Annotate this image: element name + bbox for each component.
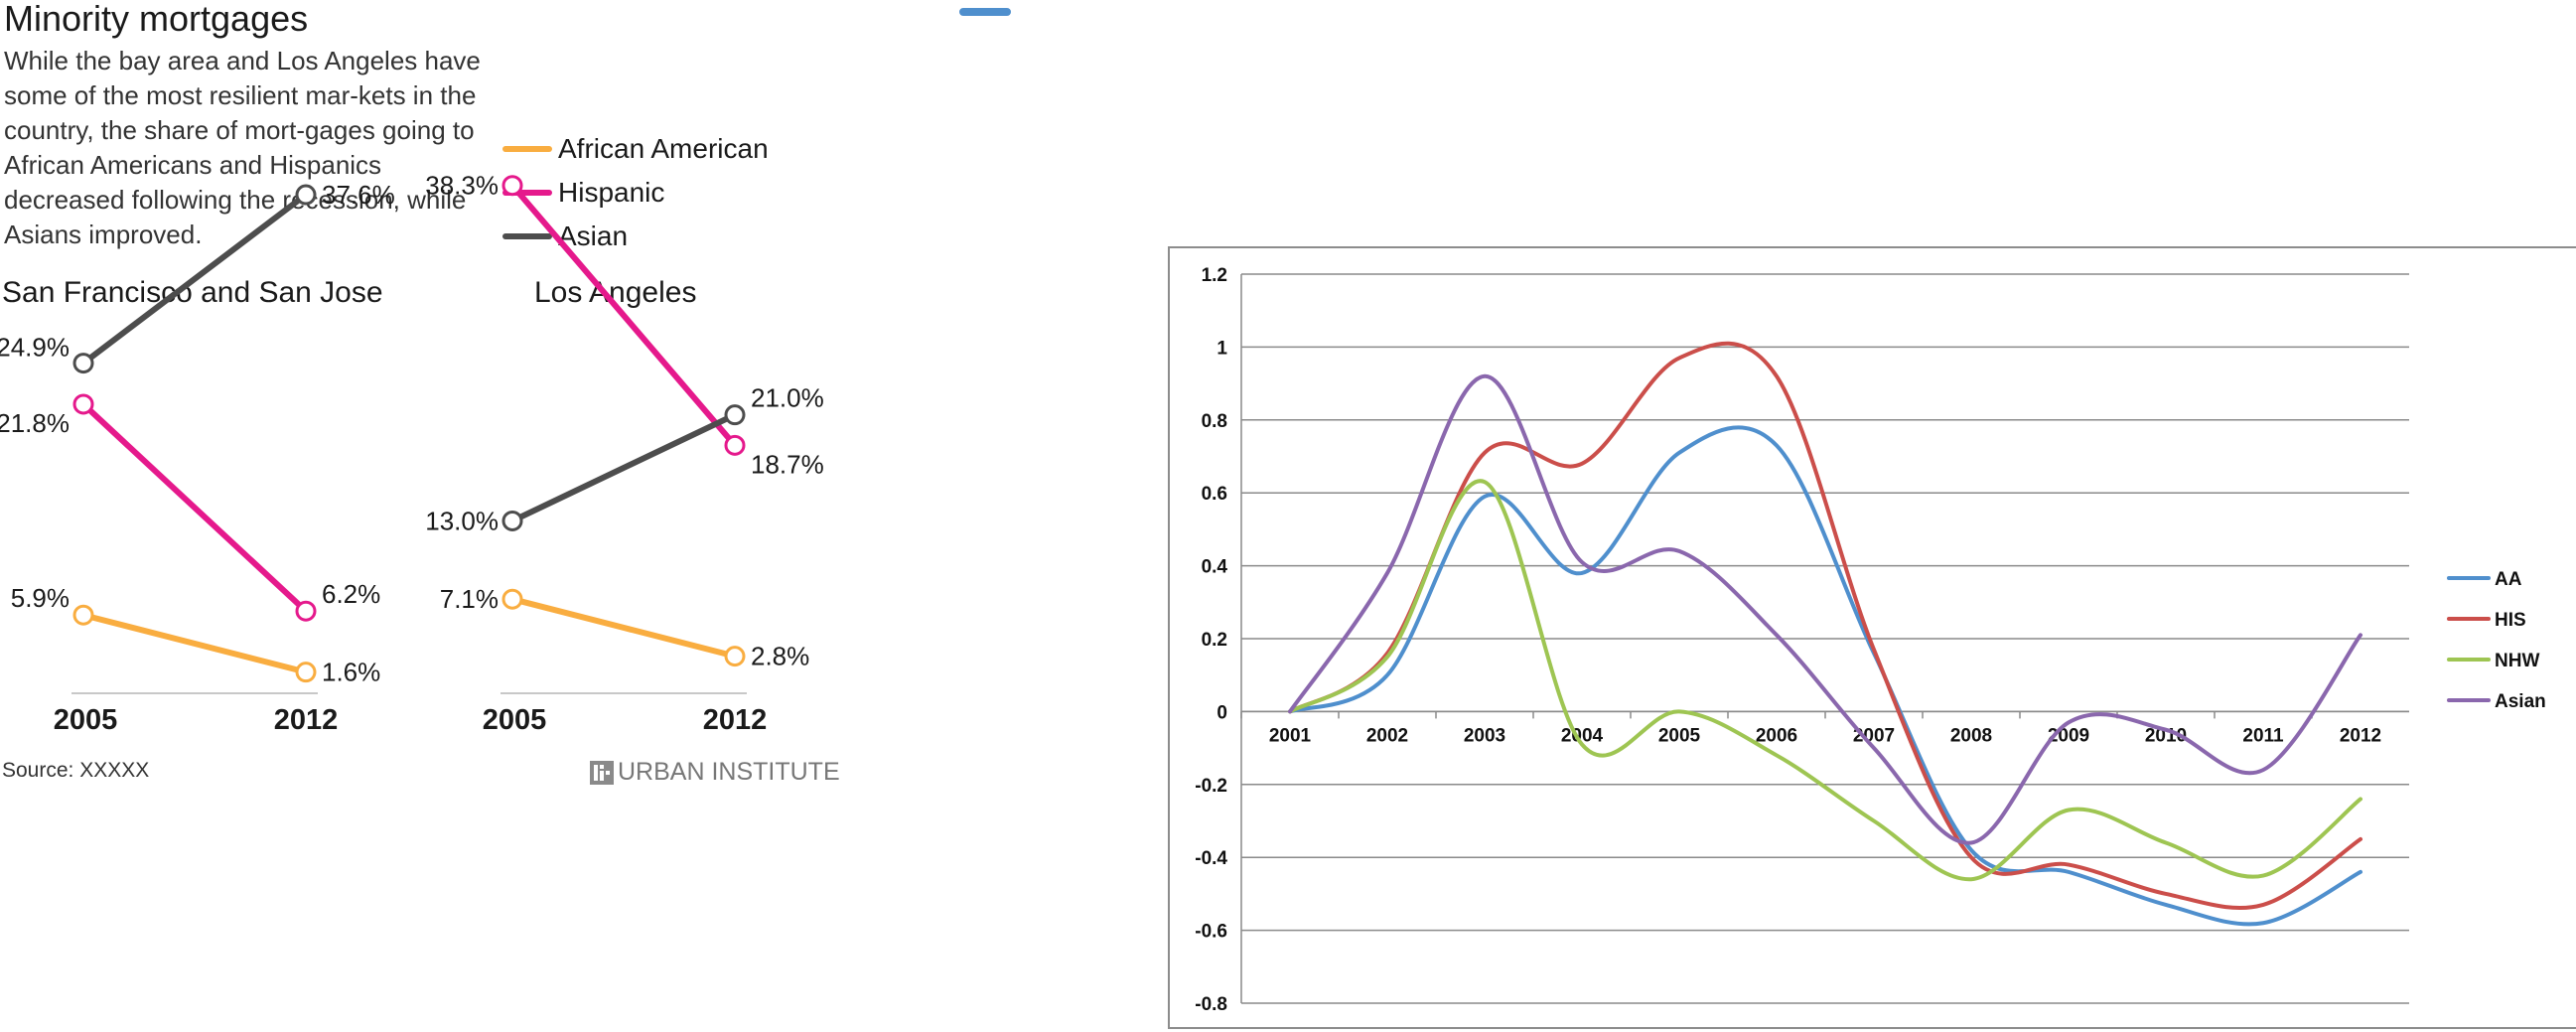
y-tick-label: 0.4: [1202, 557, 1228, 578]
sf-point-hispanic-end: [295, 600, 317, 622]
legend-label-nhw: NHW: [2495, 651, 2539, 671]
legend-label: Hispanic: [558, 177, 665, 208]
sf-point-african-american-end: [295, 662, 317, 683]
y-tick-label: 0.6: [1202, 484, 1227, 505]
sf-line-asian: [80, 192, 309, 367]
la-line-hispanic: [509, 182, 738, 449]
la-line-african-american: [509, 596, 738, 660]
la-line-asian: [509, 411, 738, 524]
y-tick-label: -0.8: [1195, 994, 1227, 1015]
slope-charts: 5.9% 1.6% 21.8% 6.2% 24.9% 37.6% 2005 2012 7.1% 2…: [0, 171, 824, 736]
series-line-nhw: [1288, 479, 2362, 882]
x-tick-label: 2002: [1366, 725, 1408, 746]
sf-xtick: 2012: [274, 704, 339, 736]
page-title: Minority mortgages: [4, 0, 309, 39]
sf-label-african-american-end: 1.6%: [322, 658, 380, 687]
page-subtitle: While the bay area and Los Angeles have …: [4, 46, 481, 249]
la-point-hispanic-start: [501, 175, 523, 197]
legend-item-asian: Asian: [502, 215, 769, 258]
la-label-asian-start: 13.0%: [425, 506, 499, 535]
x-tick-label: 2010: [2145, 725, 2187, 746]
la-point-african-american-end: [724, 646, 746, 667]
legend-label: Asian: [558, 221, 629, 251]
sf-label-asian-start: 24.9%: [0, 333, 70, 363]
x-tick-label: 2012: [2340, 725, 2381, 746]
la-xtick: 2005: [483, 704, 547, 736]
legend-label: African American: [558, 133, 769, 164]
y-tick-label: -0.4: [1195, 848, 1227, 869]
la-label-african-american-end: 2.8%: [751, 642, 809, 671]
x-tick-label: 2011: [2242, 725, 2284, 746]
legend-swatch: [502, 190, 552, 196]
sf-line-hispanic: [80, 400, 309, 615]
sf-point-hispanic-start: [72, 393, 94, 415]
legend-label-his: HIS: [2495, 610, 2526, 631]
la-point-asian-end: [724, 404, 746, 426]
x-tick-label: 2005: [1658, 725, 1701, 746]
x-tick-label: 2006: [1756, 725, 1797, 746]
x-tick-label: 2001: [1269, 725, 1312, 746]
series-line-asian: [1288, 373, 2362, 845]
y-tick-label: 1: [1216, 338, 1227, 359]
la-label-hispanic-start: 38.3%: [425, 171, 499, 201]
y-tick-label: 1.2: [1202, 265, 1227, 286]
sf-point-asian-end: [295, 184, 317, 206]
sf-xtick: 2005: [54, 704, 118, 736]
la-label-hispanic-end: 18.7%: [751, 449, 824, 479]
la-label-african-american-start: 7.1%: [440, 584, 499, 614]
building-logo-icon: [590, 760, 614, 785]
legend-label-aa: AA: [2495, 569, 2522, 590]
sf-label-african-american-start: 5.9%: [11, 583, 70, 613]
sf-line-african-american: [80, 612, 309, 675]
source-note: Source: XXXXX: [2, 759, 150, 782]
y-tick-label: 0.8: [1202, 411, 1227, 432]
series-line-his: [1288, 341, 2362, 910]
sf-point-african-american-start: [72, 604, 94, 626]
x-tick-label: 2007: [1853, 725, 1895, 746]
la-label-asian-end: 21.0%: [751, 383, 824, 413]
sf-label-asian-end: 37.6%: [322, 180, 395, 210]
brand-label: URBAN INSTITUTE: [618, 758, 840, 786]
x-tick-label: 2008: [1950, 725, 1992, 746]
top-dash-marker: [959, 8, 1011, 16]
legend-swatch: [502, 146, 552, 152]
legend-item-african-american: African American: [502, 127, 769, 171]
series-line-aa: [1288, 425, 2362, 927]
legend-swatch: [502, 233, 552, 239]
x-tick-label: 2003: [1464, 725, 1505, 746]
sf-point-asian-start: [72, 353, 94, 374]
slope-legend: African American Hispanic Asian: [502, 127, 769, 258]
la-point-asian-start: [501, 510, 523, 531]
la-xtick: 2012: [703, 704, 768, 736]
legend-label-asian: Asian: [2495, 691, 2546, 712]
trend-line-chart: 1.2 1 0.8 0.6 0.4 0.2 0 -0.2 -0.4 -0.6 -0.8 2001 200…: [1168, 246, 2576, 1029]
chart-frame: [1168, 246, 2576, 1029]
y-tick-label: 0: [1216, 702, 1227, 723]
sf-label-hispanic-start: 21.8%: [0, 408, 70, 438]
la-point-african-american-start: [501, 588, 523, 610]
y-tick-label: 0.2: [1202, 630, 1227, 651]
la-point-hispanic-end: [724, 434, 746, 456]
legend-item-hispanic: Hispanic: [502, 171, 769, 215]
sf-label-hispanic-end: 6.2%: [322, 579, 380, 609]
urban-institute-brand: URBAN INSTITUTE: [590, 758, 840, 787]
y-tick-label: -0.6: [1195, 922, 1227, 943]
minority-mortgages-panel: Minority mortgages While the bay area an…: [0, 0, 854, 1032]
y-tick-label: -0.2: [1195, 776, 1227, 797]
